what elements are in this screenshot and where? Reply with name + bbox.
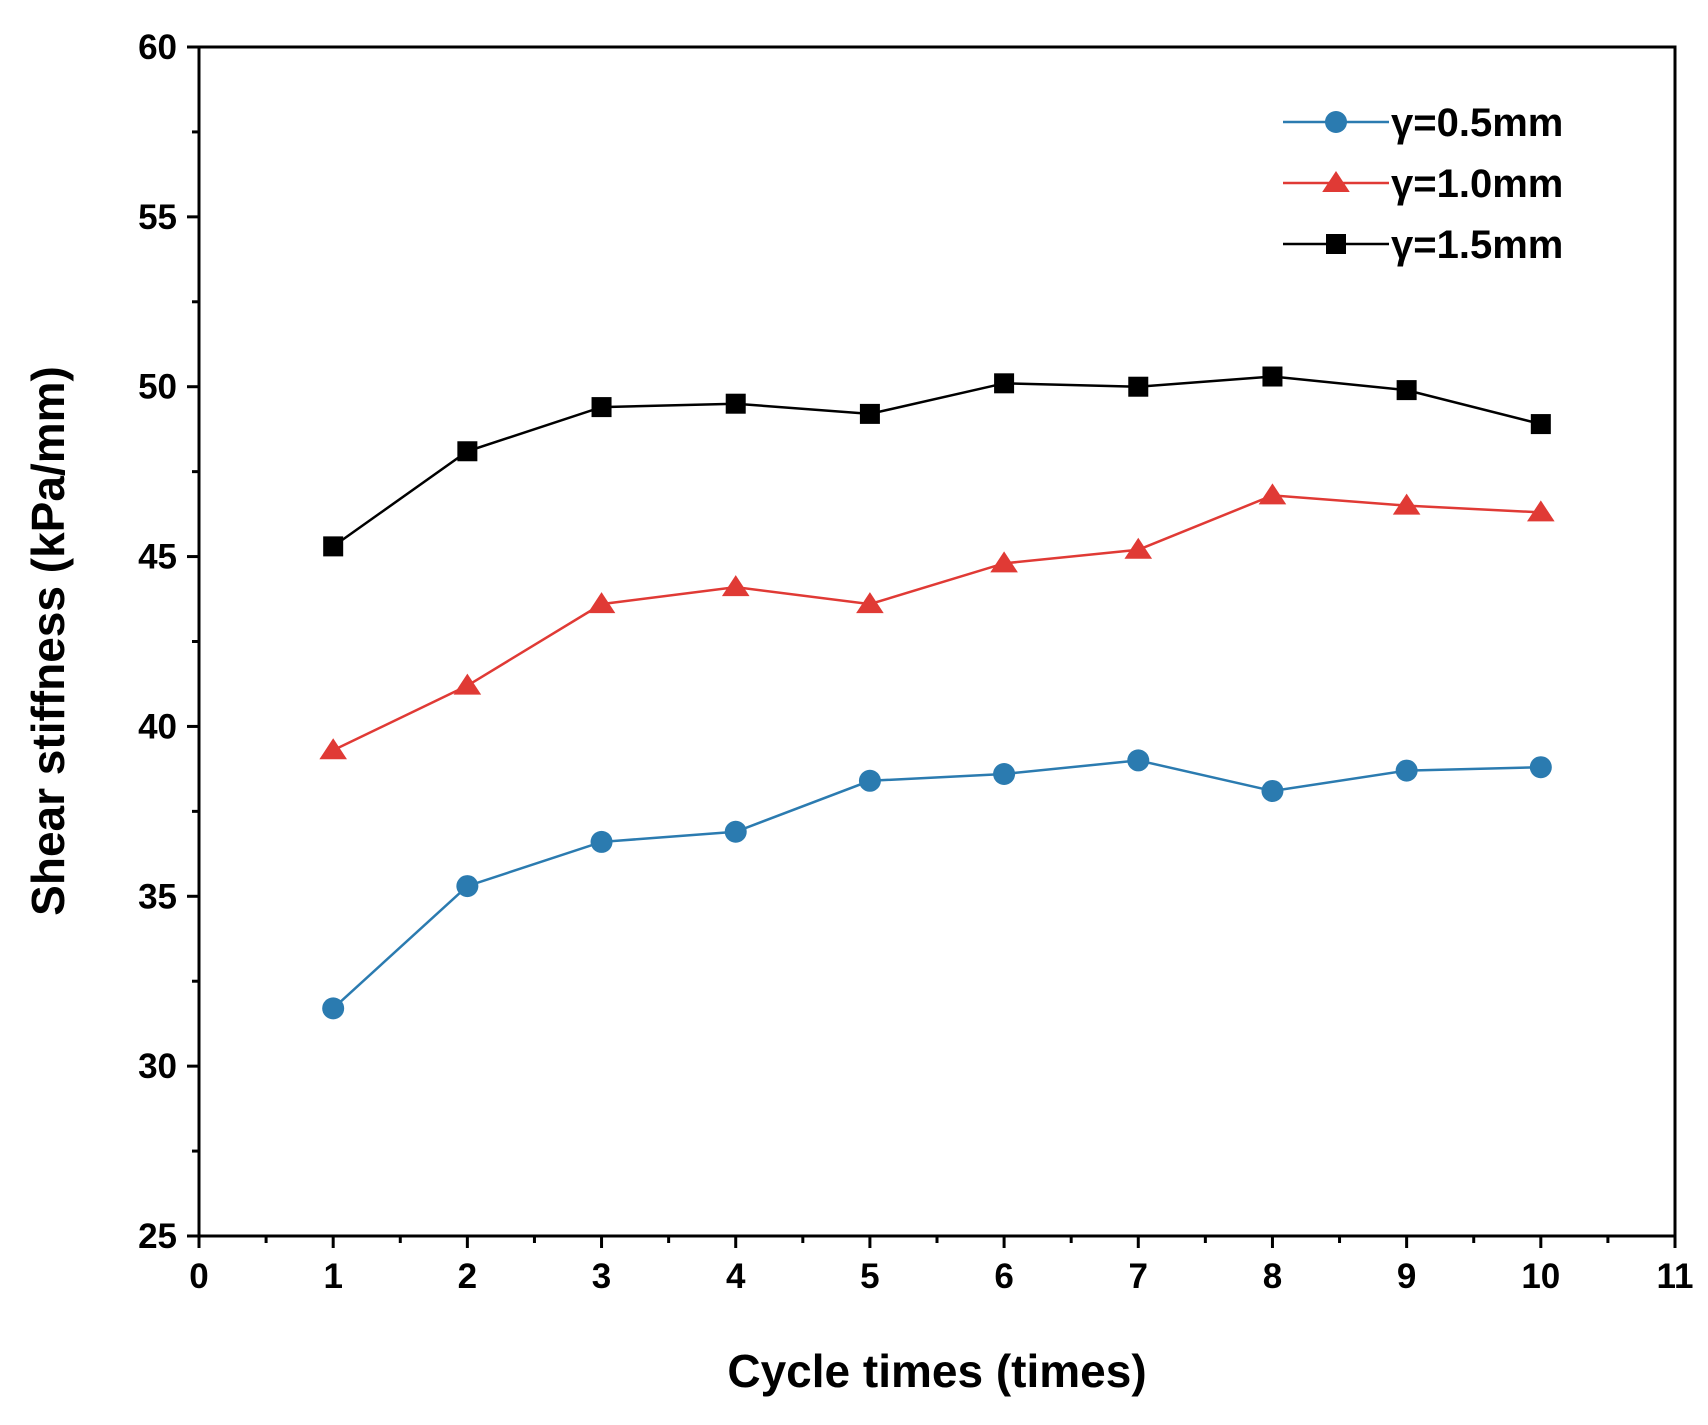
x-tick-label: 7 [1129,1257,1148,1296]
data-point [322,997,345,1020]
data-point [859,403,880,424]
x-tick-label: 0 [189,1257,208,1296]
data-point [1124,537,1153,559]
data-point [1529,756,1552,779]
data-point [1530,414,1551,435]
x-tick-label: 1 [323,1257,342,1296]
x-tick-label: 10 [1521,1257,1560,1296]
series-line-1 [332,759,1541,1010]
data-point [1127,749,1150,772]
y-axis: 25 30 35 40 45 50 55 60 [138,28,199,1256]
x-tick-label: 4 [726,1257,746,1296]
data-point [990,551,1018,573]
data-point [1128,376,1149,397]
series-line-2 [332,494,1541,752]
data-point [1258,483,1287,505]
plot-markers [319,366,1555,1020]
y-tick-label: 35 [138,877,177,916]
data-point [457,441,478,462]
legend-label: γ=0.5mm [1391,101,1563,145]
data-point [456,875,479,898]
y-tick-label: 60 [138,28,177,67]
data-point [319,738,347,760]
y-tick-label: 55 [138,198,177,237]
x-tick-label: 8 [1263,1257,1282,1296]
x-tick-label: 5 [860,1257,879,1296]
y-tick-label: 50 [138,368,177,407]
x-axis: 0 1 2 3 4 5 6 7 8 9 10 11 [189,1236,1694,1296]
x-tick-label: 11 [1657,1257,1694,1296]
data-point [591,397,612,418]
data-point [1261,779,1284,802]
x-tick-label: 6 [994,1257,1013,1296]
legend-marker [1325,111,1347,133]
data-point [994,373,1015,394]
legend-label: γ=1.0mm [1391,162,1563,206]
x-axis-title: Cycle times (times) [727,1345,1146,1397]
x-tick-label: 3 [592,1257,611,1296]
y-tick-label: 40 [138,707,177,746]
data-point [323,536,344,557]
data-point [993,762,1016,785]
data-point [724,820,747,843]
y-tick-label: 25 [138,1217,177,1256]
data-point [1396,380,1417,401]
legend-marker [1322,171,1350,192]
legend-marker [1326,234,1346,254]
data-point [1262,366,1283,387]
data-point [1395,759,1418,782]
data-point [858,769,881,792]
data-point [856,592,884,614]
data-point [1392,493,1421,515]
data-point [453,673,482,695]
legend-label: γ=1.5mm [1391,223,1563,267]
x-tick-label: 9 [1397,1257,1416,1296]
data-point [725,393,746,414]
y-axis-title: Shear stiffness (kPa/mm) [22,366,74,916]
data-point [590,830,613,853]
y-tick-label: 30 [138,1047,177,1086]
plot-lines [332,375,1542,1010]
data-point [587,592,616,614]
series-line-3 [332,375,1542,548]
y-tick-label: 45 [138,538,177,577]
x-tick-label: 2 [458,1257,477,1296]
data-point [1527,500,1555,522]
legend: γ=0.5mm γ=1.0mm γ=1.5mm [1283,101,1563,267]
data-point [721,575,750,597]
